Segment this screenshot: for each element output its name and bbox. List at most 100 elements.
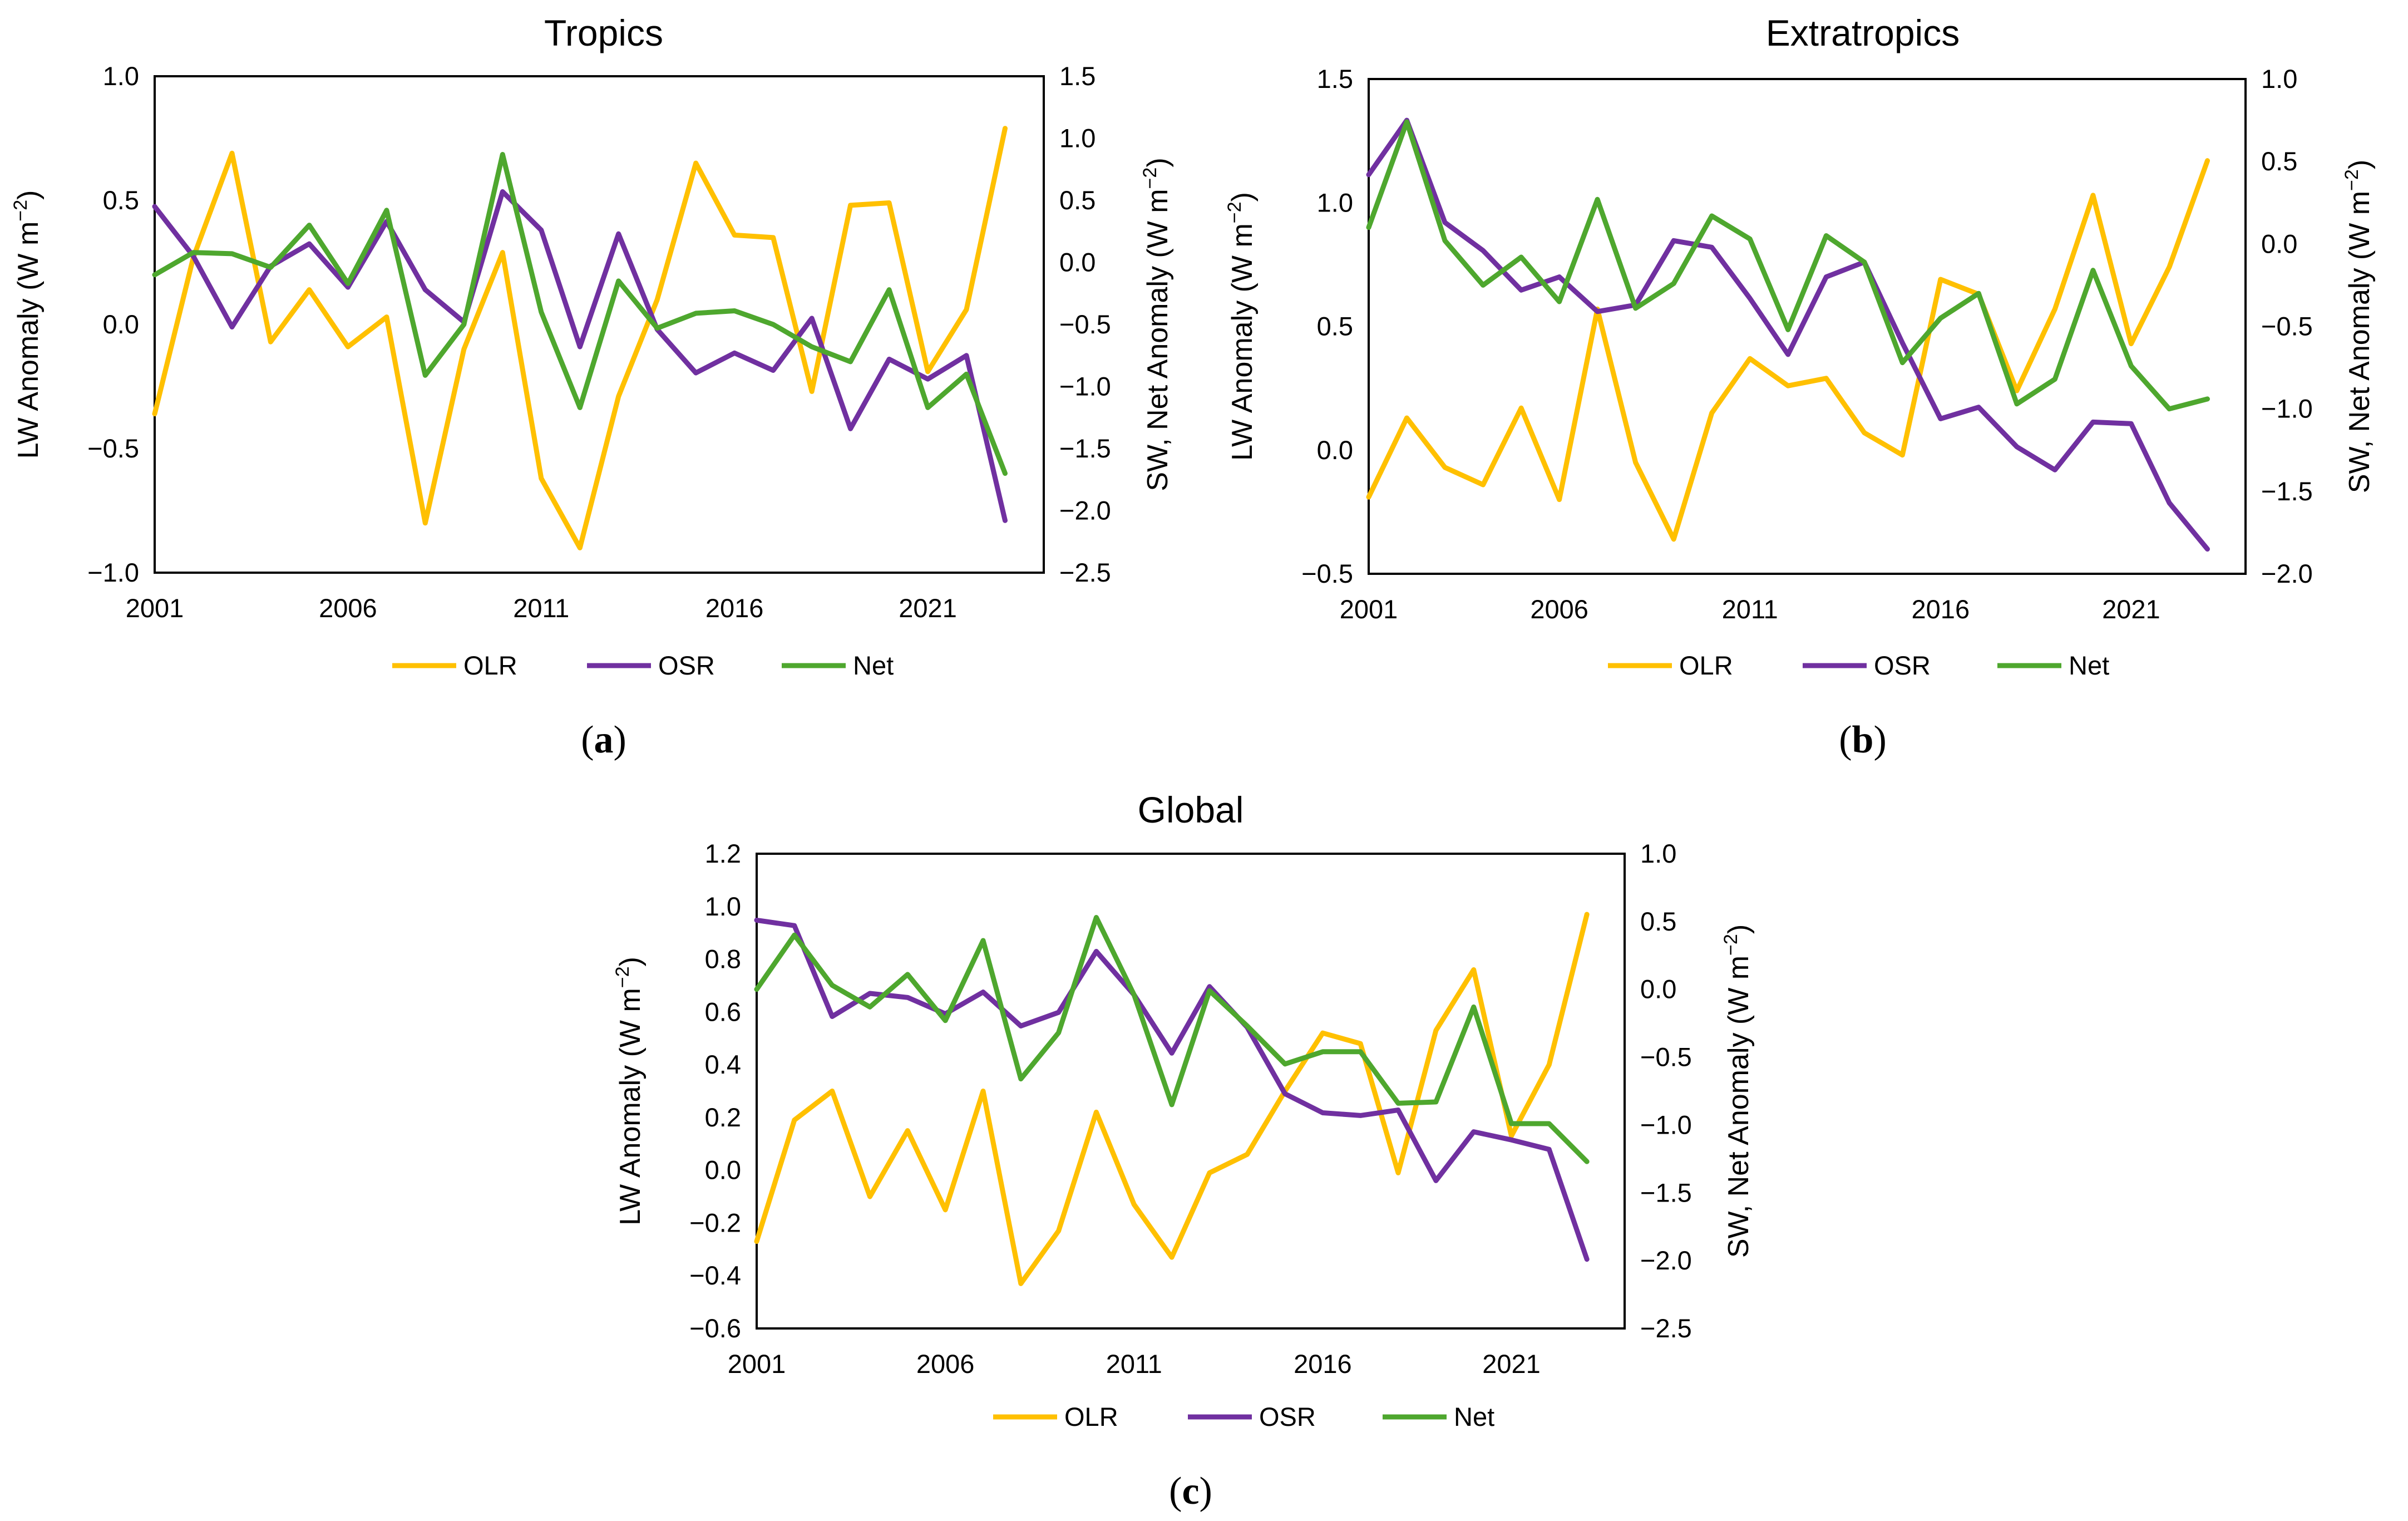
y-left-tick-label: 0.0 bbox=[1317, 435, 1353, 465]
y-right-tick-label: 1.0 bbox=[1059, 124, 1096, 153]
series-line-olr bbox=[754, 912, 1590, 1286]
x-tick-label: 2021 bbox=[2102, 594, 2160, 624]
y-right-tick-label: 0.5 bbox=[2261, 146, 2297, 176]
y-right-tick-label: 0.5 bbox=[1640, 907, 1676, 936]
y-right-tick-label: −2.0 bbox=[2261, 559, 2313, 588]
y-right-tick-label: −1.0 bbox=[1640, 1110, 1692, 1139]
panel-caption: (b) bbox=[1839, 718, 1887, 761]
y-left-tick-label: −0.4 bbox=[689, 1261, 741, 1290]
caption-open-paren: ( bbox=[1839, 718, 1852, 761]
series-line-net bbox=[754, 915, 1590, 1164]
y-right-axis-title: SW, Net Anomaly (W m−2) bbox=[1720, 924, 1755, 1258]
legend-item-olr: OLR bbox=[1608, 651, 1733, 680]
x-tick-label: 2006 bbox=[1530, 594, 1588, 624]
y-left-tick-label: 0.8 bbox=[705, 944, 741, 974]
y-left-tick-label: 0.4 bbox=[705, 1050, 741, 1079]
y-right-tick-label: 0.0 bbox=[1059, 248, 1096, 277]
caption-open-paren: ( bbox=[1169, 1470, 1182, 1513]
y-right-tick-label: −1.5 bbox=[1059, 434, 1111, 463]
legend-label: OLR bbox=[1064, 1402, 1118, 1431]
y-right-axis-title-close: ) bbox=[1723, 924, 1755, 934]
y-right-tick-label: 0.5 bbox=[1059, 185, 1096, 215]
x-tick-label: 2016 bbox=[1912, 594, 1970, 624]
legend-item-net: Net bbox=[782, 651, 894, 680]
y-left-axis-title-sup: −2 bbox=[10, 200, 31, 221]
y-left-tick-label: 0.2 bbox=[705, 1102, 741, 1132]
legend-label: OSR bbox=[1874, 651, 1931, 680]
y-right-tick-label: 0.0 bbox=[1640, 974, 1676, 1004]
legend-item-olr: OLR bbox=[392, 651, 517, 680]
y-left-axis-title-close: ) bbox=[1226, 192, 1259, 201]
y-right-axis-title-main: SW, Net Anomaly (W m bbox=[1142, 189, 1174, 491]
caption-letter: b bbox=[1852, 718, 1874, 761]
x-tick-label: 2021 bbox=[1482, 1349, 1541, 1379]
y-right-axis-title-main: SW, Net Anomaly (W m bbox=[2343, 191, 2376, 493]
chart-panel-global: Global −0.6 −0.4 −0.2 0.0 0.2 0.4 0.6 0.8 1.0 1.2 −… bbox=[612, 789, 1755, 1513]
x-tick-label: 2001 bbox=[728, 1349, 786, 1379]
legend-label: Net bbox=[853, 651, 894, 680]
y-left-tick-label: −0.2 bbox=[689, 1208, 741, 1237]
y-right-tick-label: −2.5 bbox=[1640, 1313, 1692, 1343]
y-right-axis-title-close: ) bbox=[1142, 157, 1174, 167]
y-right-tick-label: −0.5 bbox=[1640, 1042, 1692, 1072]
series-line-osr bbox=[754, 917, 1590, 1262]
y-right-axis-title-sup: −2 bbox=[1139, 168, 1161, 189]
y-left-axis-title-sup: −2 bbox=[612, 966, 633, 988]
caption-close-paren: ) bbox=[1200, 1470, 1212, 1513]
caption-close-paren: ) bbox=[1873, 718, 1886, 761]
legend-item-net: Net bbox=[1997, 651, 2109, 680]
legend-label: OLR bbox=[463, 651, 517, 680]
x-tick-label: 2011 bbox=[1722, 594, 1778, 624]
caption-open-paren: ( bbox=[581, 718, 594, 761]
y-right-tick-label: −1.5 bbox=[1640, 1178, 1692, 1207]
y-left-tick-label: 1.0 bbox=[705, 892, 741, 921]
series-line-olr bbox=[152, 126, 1008, 550]
y-left-tick-label: 0.5 bbox=[1317, 312, 1353, 341]
y-right-axis-title-close: ) bbox=[2343, 160, 2376, 169]
y-left-axis-title-sup: −2 bbox=[1224, 201, 1245, 223]
y-left-axis-title-close: ) bbox=[12, 190, 45, 200]
y-left-axis-title-main: LW Anomaly (W m bbox=[1226, 223, 1259, 461]
legend-item-osr: OSR bbox=[1188, 1402, 1316, 1431]
legend-item-olr: OLR bbox=[993, 1402, 1118, 1431]
chart-panel-extratropics: Extratropics −0.5 0.0 0.5 1.0 1.5 −2.0 −1.5 −1.0… bbox=[1224, 12, 2376, 761]
legend-label: OSR bbox=[1259, 1402, 1316, 1431]
x-tick-label: 2021 bbox=[899, 593, 957, 623]
y-right-axis-title-main: SW, Net Anomaly (W m bbox=[1723, 956, 1755, 1258]
x-tick-label: 2001 bbox=[1340, 594, 1398, 624]
y-left-tick-label: −0.5 bbox=[1301, 559, 1353, 588]
panel-caption: (a) bbox=[581, 718, 626, 761]
y-right-tick-label: −2.0 bbox=[1059, 496, 1111, 525]
caption-letter: a bbox=[594, 718, 614, 761]
y-left-tick-label: 0.6 bbox=[705, 997, 741, 1026]
legend-item-osr: OSR bbox=[587, 651, 715, 680]
caption-close-paren: ) bbox=[614, 718, 626, 761]
y-right-tick-label: 1.0 bbox=[2261, 64, 2297, 93]
plot-area bbox=[756, 853, 1626, 1330]
series-line-net bbox=[152, 152, 1008, 476]
y-right-tick-label: 1.0 bbox=[1640, 839, 1676, 868]
x-tick-label: 2011 bbox=[1106, 1349, 1162, 1379]
y-left-tick-label: 1.0 bbox=[1317, 188, 1353, 217]
y-left-tick-label: 0.5 bbox=[103, 185, 139, 215]
x-tick-label: 2016 bbox=[705, 593, 764, 623]
y-left-tick-label: −0.6 bbox=[689, 1313, 741, 1343]
y-right-tick-label: −1.0 bbox=[2261, 394, 2313, 424]
x-tick-label: 2001 bbox=[126, 593, 184, 623]
chart-panel-tropics: Tropics −1.0 −0.5 0.0 0.5 1.0 −2.5 −2.0 −1.5 −1.0… bbox=[10, 12, 1174, 761]
y-left-axis-title: LW Anomaly (W m−2) bbox=[612, 957, 647, 1225]
plot-area bbox=[1368, 78, 2247, 575]
y-left-tick-label: 1.5 bbox=[1317, 64, 1353, 93]
legend-item-net: Net bbox=[1383, 1402, 1494, 1431]
legend-label: Net bbox=[2069, 651, 2109, 680]
legend-item-osr: OSR bbox=[1803, 651, 1931, 680]
legend-label: OSR bbox=[658, 651, 715, 680]
y-left-axis-title-close: ) bbox=[614, 957, 647, 966]
y-left-tick-label: 1.2 bbox=[705, 839, 741, 868]
y-right-axis-title-sup: −2 bbox=[1720, 934, 1741, 956]
y-right-tick-label: −1.5 bbox=[2261, 476, 2313, 506]
legend-label: Net bbox=[1454, 1402, 1494, 1431]
y-left-tick-label: −1.0 bbox=[87, 558, 139, 587]
x-tick-label: 2006 bbox=[916, 1349, 975, 1379]
x-tick-label: 2006 bbox=[319, 593, 377, 623]
